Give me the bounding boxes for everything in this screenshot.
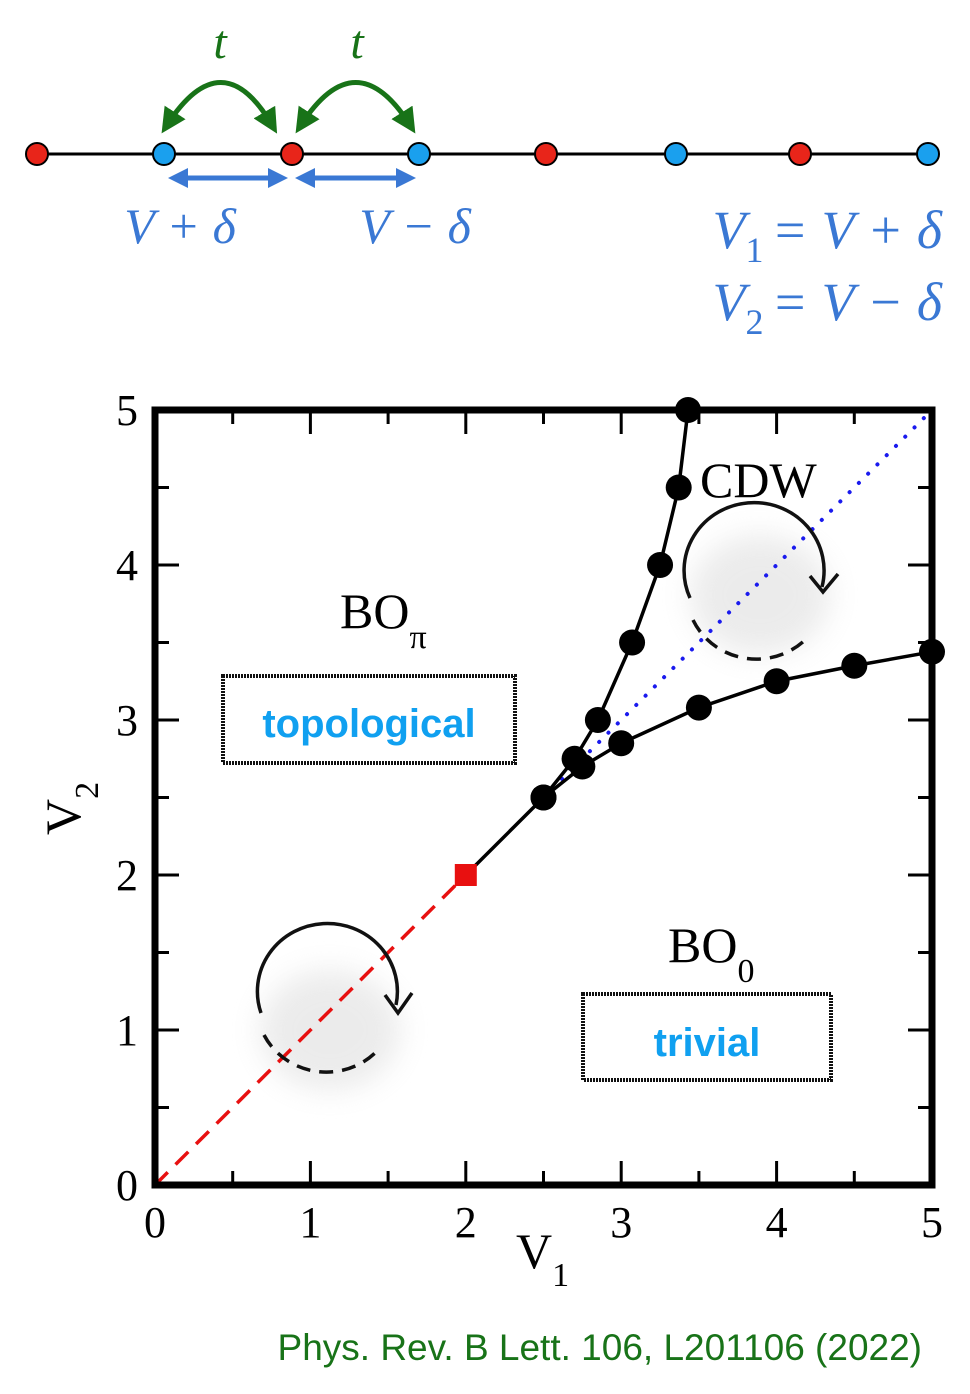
y-tick-label: 4	[116, 541, 138, 590]
definition-v1: V1 = V + δ	[713, 200, 943, 270]
data-point	[619, 629, 646, 656]
y-tick-label: 2	[116, 851, 138, 900]
x-tick-label: 0	[144, 1198, 166, 1247]
rotation-arrow-cdw-icon	[682, 500, 840, 661]
y-tick-label: 0	[116, 1161, 138, 1210]
data-point	[608, 730, 635, 757]
data-point	[569, 753, 596, 780]
lattice-site	[152, 142, 176, 166]
rotation-arrow-origin-icon	[255, 921, 414, 1074]
trivial-label: trivial	[654, 1021, 761, 1065]
rotation-glow-cdw	[690, 535, 830, 655]
hopping-arrow-right	[295, 80, 416, 134]
lattice-site	[534, 142, 558, 166]
series-line	[464, 796, 545, 877]
data-point	[685, 694, 712, 721]
data-point	[530, 784, 557, 811]
axis-tick-labels: 0 1 2 3 4 5 0 1 2 3 4 5	[116, 386, 943, 1247]
x-tick-label: 2	[455, 1198, 477, 1247]
y-tick-label: 3	[116, 696, 138, 745]
phase-label-bo-0: BO0	[668, 917, 754, 990]
hopping-label-left: t	[213, 16, 228, 69]
topological-box	[221, 674, 517, 765]
topological-label: topological	[262, 702, 475, 746]
y-axis-label: V2	[35, 782, 106, 835]
data-point	[763, 668, 790, 695]
phase-label-bo-pi: BOπ	[340, 583, 427, 656]
bond-label-strong: V + δ	[124, 198, 236, 254]
data-point	[841, 652, 868, 679]
x-tick-label: 1	[299, 1198, 321, 1247]
lattice-site	[407, 142, 431, 166]
data-point	[647, 552, 674, 578]
x-tick-label: 5	[921, 1198, 943, 1247]
data-point	[665, 474, 692, 501]
lattice-site	[664, 142, 688, 166]
series-line	[153, 873, 468, 1187]
y-tick-label: 1	[116, 1006, 138, 1055]
axis-ticks	[155, 410, 932, 1185]
citation: Phys. Rev. B Lett. 106, L201106 (2022)	[278, 1327, 922, 1368]
x-axis-label: V1	[516, 1223, 569, 1294]
trivial-box	[581, 992, 833, 1082]
lattice-site	[788, 142, 812, 166]
phase-diagram: 0 1 2 3 4 5 0 1 2 3 4 5 V1 V2 CDW BOπ BO0 topologic…	[35, 386, 945, 1294]
y-tick-label: 5	[116, 386, 138, 435]
series-line	[541, 408, 934, 800]
hopping-arrow-left	[161, 80, 278, 134]
lattice-site	[25, 142, 49, 166]
hopping-label-right: t	[350, 16, 365, 69]
x-tick-label: 3	[610, 1198, 632, 1247]
definition-v2: V2 = V − δ	[713, 272, 943, 342]
x-tick-label: 4	[766, 1198, 788, 1247]
lattice-site	[916, 142, 940, 166]
critical-point-marker	[454, 864, 477, 886]
chart-series	[153, 397, 945, 1187]
lattice-sites	[25, 142, 940, 166]
data-point	[584, 707, 611, 733]
lattice-diagram: t t V + δ V − δ V1 = V + δ V2 = V − δ	[25, 16, 943, 342]
phase-label-cdw: CDW	[700, 452, 817, 508]
bond-label-weak: V − δ	[359, 198, 471, 254]
lattice-site	[280, 142, 304, 166]
